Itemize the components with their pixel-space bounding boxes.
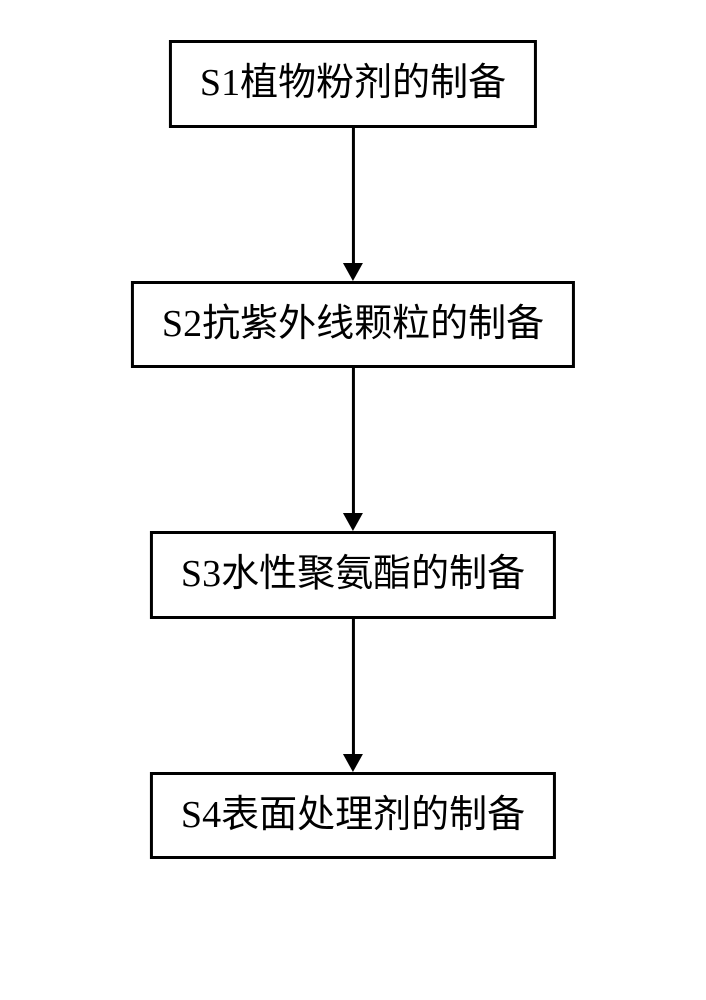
flow-arrow	[343, 128, 363, 281]
arrow-line	[351, 368, 354, 513]
flow-step-label: S1植物粉剂的制备	[200, 62, 506, 104]
flow-step-label: S4表面处理剂的制备	[181, 794, 525, 836]
flowchart-container: S1植物粉剂的制备 S2抗紫外线颗粒的制备 S3水性聚氨酯的制备 S4表面处理剂…	[131, 40, 575, 859]
flow-step-label: S2抗紫外线颗粒的制备	[162, 303, 544, 345]
arrow-line	[351, 128, 354, 263]
flow-step-s3: S3水性聚氨酯的制备	[150, 531, 556, 619]
arrow-head-icon	[343, 513, 363, 531]
flow-arrow	[343, 619, 363, 772]
flow-step-label: S3水性聚氨酯的制备	[181, 553, 525, 595]
flow-step-s2: S2抗紫外线颗粒的制备	[131, 281, 575, 369]
flow-step-s1: S1植物粉剂的制备	[169, 40, 537, 128]
arrow-head-icon	[343, 263, 363, 281]
flow-step-s4: S4表面处理剂的制备	[150, 772, 556, 860]
flow-arrow	[343, 368, 363, 531]
arrow-line	[351, 619, 354, 754]
arrow-head-icon	[343, 754, 363, 772]
